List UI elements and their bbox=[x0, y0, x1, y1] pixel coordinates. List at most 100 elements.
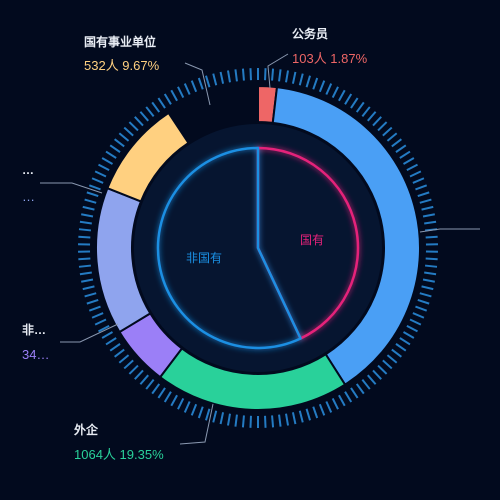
tick-mark bbox=[101, 157, 114, 165]
tick-mark bbox=[88, 184, 101, 191]
tick-mark bbox=[157, 97, 166, 109]
tick-mark bbox=[391, 348, 402, 358]
tick-mark bbox=[318, 403, 326, 416]
tick-mark bbox=[361, 106, 371, 117]
tick-mark bbox=[139, 111, 149, 122]
tick-mark bbox=[234, 414, 238, 427]
tick-mark bbox=[355, 101, 365, 113]
tick-mark bbox=[417, 298, 430, 305]
tick-mark bbox=[325, 401, 333, 413]
slice-value-label: … bbox=[22, 189, 35, 204]
tick-mark bbox=[79, 220, 92, 225]
outer-donut bbox=[95, 84, 421, 411]
tick-mark bbox=[212, 410, 218, 423]
tick-mark bbox=[82, 205, 95, 211]
tick-mark bbox=[101, 331, 114, 339]
tick-mark bbox=[325, 83, 333, 95]
slice-value-label: 1064人 19.35% bbox=[74, 447, 164, 462]
tick-mark bbox=[424, 264, 438, 268]
tick-mark bbox=[118, 354, 130, 364]
tick-mark bbox=[377, 364, 388, 375]
tick-mark bbox=[417, 191, 430, 198]
tick-mark bbox=[419, 198, 432, 204]
donut-slice[interactable] bbox=[106, 111, 190, 203]
tick-mark bbox=[82, 285, 95, 291]
tick-mark bbox=[350, 97, 359, 109]
tick-mark bbox=[271, 415, 275, 428]
tick-mark bbox=[118, 132, 130, 142]
tick-mark bbox=[123, 359, 134, 370]
tick-mark bbox=[372, 116, 382, 127]
tick-mark bbox=[377, 121, 388, 132]
tick-mark bbox=[170, 394, 178, 407]
tick-mark bbox=[355, 383, 365, 395]
tick-mark bbox=[338, 89, 346, 102]
tick-mark bbox=[318, 80, 326, 93]
leader-line bbox=[60, 323, 119, 343]
tick-mark bbox=[395, 144, 407, 153]
tick-mark bbox=[134, 116, 144, 127]
tick-mark bbox=[391, 138, 402, 148]
tick-mark bbox=[128, 121, 139, 132]
inner-slice-label: 非国有 bbox=[186, 251, 223, 265]
tick-mark bbox=[424, 220, 437, 225]
slice-label: 公务员 bbox=[292, 27, 329, 41]
tick-ring bbox=[78, 68, 438, 428]
tick-mark bbox=[84, 292, 97, 298]
leader-line bbox=[184, 62, 211, 106]
tick-mark bbox=[145, 379, 155, 390]
leader-line bbox=[267, 53, 289, 89]
tick-mark bbox=[219, 71, 225, 84]
tick-mark bbox=[98, 163, 110, 172]
tick-mark bbox=[422, 278, 435, 283]
tick-mark bbox=[109, 343, 121, 352]
tick-mark bbox=[305, 75, 311, 88]
tick-mark bbox=[109, 144, 121, 153]
tick-mark bbox=[212, 73, 218, 86]
slice-label: 非… bbox=[22, 323, 47, 337]
tick-mark bbox=[305, 408, 311, 421]
tick-mark bbox=[163, 391, 172, 403]
tick-mark bbox=[157, 387, 166, 399]
tick-mark bbox=[415, 184, 428, 191]
inner-pie-slice[interactable] bbox=[156, 146, 302, 350]
leader-line bbox=[419, 228, 480, 233]
tick-mark bbox=[350, 387, 359, 399]
tick-mark bbox=[421, 285, 434, 291]
tick-mark bbox=[402, 157, 415, 165]
inner-pie-slice[interactable] bbox=[256, 146, 360, 340]
tick-mark bbox=[367, 111, 377, 122]
tick-mark bbox=[424, 271, 437, 276]
slice-label: … bbox=[22, 163, 34, 177]
slice-label: 国有事业单位 bbox=[84, 35, 157, 49]
tick-mark bbox=[226, 413, 231, 426]
tick-mark bbox=[241, 415, 245, 428]
tick-mark bbox=[163, 93, 172, 105]
tick-mark bbox=[249, 415, 252, 428]
tick-mark bbox=[183, 83, 191, 95]
tick-mark bbox=[264, 68, 267, 81]
tick-mark bbox=[114, 138, 125, 148]
tick-mark bbox=[81, 213, 94, 218]
tick-mark bbox=[78, 257, 91, 261]
tick-mark bbox=[425, 235, 438, 239]
tick-mark bbox=[406, 324, 418, 333]
tick-mark bbox=[190, 403, 198, 416]
tick-mark bbox=[86, 298, 99, 305]
tick-mark bbox=[331, 398, 339, 410]
tick-mark bbox=[139, 374, 149, 385]
tick-mark bbox=[128, 364, 139, 375]
tick-mark bbox=[78, 264, 92, 268]
tick-mark bbox=[298, 410, 304, 423]
tick-mark bbox=[151, 101, 161, 113]
tick-mark bbox=[285, 413, 290, 426]
slice-label: 外企 bbox=[74, 423, 99, 437]
tick-mark bbox=[98, 324, 110, 333]
tick-mark bbox=[271, 68, 275, 81]
tick-mark bbox=[285, 70, 290, 83]
tick-mark bbox=[183, 401, 191, 413]
tick-mark bbox=[114, 348, 125, 358]
tick-mark bbox=[94, 170, 107, 178]
tick-mark bbox=[88, 305, 101, 312]
tick-mark bbox=[344, 93, 353, 105]
